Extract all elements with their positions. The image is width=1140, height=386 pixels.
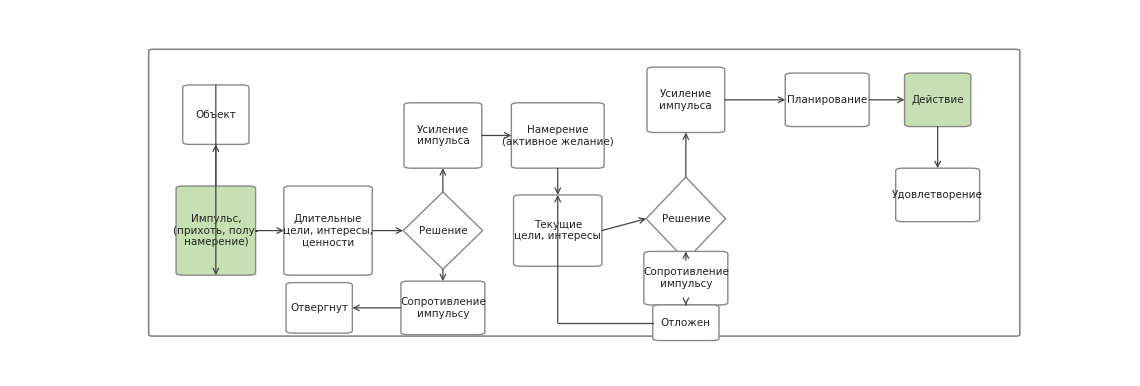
FancyBboxPatch shape (904, 73, 971, 127)
Text: Решение: Решение (661, 214, 710, 224)
Text: Удовлетворение: Удовлетворение (893, 190, 983, 200)
Text: Импульс,
(прихоть, полу-
намерение): Импульс, (прихоть, полу- намерение) (173, 214, 259, 247)
FancyBboxPatch shape (648, 67, 725, 132)
FancyBboxPatch shape (182, 85, 249, 144)
Polygon shape (404, 192, 482, 269)
Text: Усиление
импульса: Усиление импульса (416, 125, 470, 146)
FancyBboxPatch shape (404, 103, 482, 168)
FancyBboxPatch shape (653, 305, 719, 340)
Text: Текущие
цели, интересы: Текущие цели, интересы (514, 220, 601, 241)
Text: Решение: Решение (418, 225, 467, 235)
FancyBboxPatch shape (176, 186, 255, 275)
FancyBboxPatch shape (148, 49, 1020, 336)
Text: Намерение
(активное желание): Намерение (активное желание) (502, 125, 613, 146)
FancyBboxPatch shape (512, 103, 604, 168)
Text: Усиление
импульса: Усиление импульса (659, 89, 712, 111)
FancyBboxPatch shape (644, 251, 727, 305)
FancyBboxPatch shape (284, 186, 372, 275)
Text: Действие: Действие (911, 95, 964, 105)
FancyBboxPatch shape (401, 281, 484, 335)
Polygon shape (646, 177, 726, 260)
Text: Планирование: Планирование (787, 95, 868, 105)
FancyBboxPatch shape (286, 283, 352, 333)
Text: Сопротивление
импульсу: Сопротивление импульсу (643, 267, 728, 289)
FancyBboxPatch shape (513, 195, 602, 266)
FancyBboxPatch shape (896, 168, 979, 222)
Text: Объект: Объект (195, 110, 236, 120)
Text: Сопротивление
импульсу: Сопротивление импульсу (400, 297, 486, 319)
Text: Длительные
цели, интересы,
ценности: Длительные цели, интересы, ценности (283, 214, 373, 247)
Text: Отложен: Отложен (661, 318, 711, 328)
FancyBboxPatch shape (785, 73, 869, 127)
Text: Отвергнут: Отвергнут (291, 303, 348, 313)
